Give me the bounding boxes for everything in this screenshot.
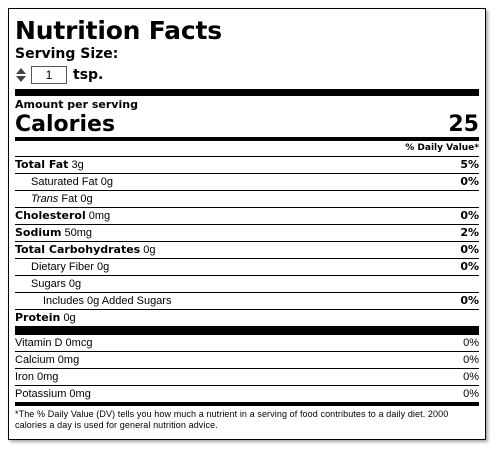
- nutrient-amount: 0g: [97, 261, 110, 273]
- nutrient-dv: 2%: [460, 226, 479, 239]
- daily-value-footnote: *The % Daily Value (DV) tells you how mu…: [15, 409, 449, 430]
- nutrient-amount: 0g: [68, 278, 82, 290]
- serving-quantity-row: tsp.: [15, 64, 479, 86]
- vitamin-row-potassium: Potassium 0mg 0%: [15, 385, 479, 402]
- nutrient-amount: 0g: [63, 312, 76, 324]
- vitamin-row-iron: Iron 0mg 0%: [15, 368, 479, 385]
- nutrient-row-sugars: Sugars 0g: [15, 275, 479, 292]
- nutrient-row-added-sugars: Includes 0g Added Sugars 0%: [15, 292, 479, 309]
- nutrient-name-suffix: Added Sugars: [101, 295, 172, 307]
- daily-value-header: % Daily Value*: [405, 143, 479, 153]
- nutrient-row-total-carbohydrates: Total Carbohydrates 0g 0%: [15, 241, 479, 258]
- nutrient-name: Sodium: [15, 226, 62, 239]
- nutrient-row-dietary-fiber: Dietary Fiber 0g 0%: [15, 258, 479, 275]
- vitamin-name: Iron: [15, 371, 34, 383]
- calories-value: 25: [448, 112, 479, 137]
- nutrient-row-trans-fat: Trans Fat 0g: [15, 190, 479, 207]
- nutrition-facts-title: Nutrition Facts: [15, 16, 222, 45]
- divider-thick: [15, 89, 479, 96]
- nutrient-amount: 3g: [71, 159, 84, 171]
- nutrient-amount: 0g: [143, 244, 156, 256]
- nutrient-name: Total Carbohydrates: [15, 243, 141, 256]
- serving-unit-label: tsp.: [73, 67, 104, 83]
- vitamin-dv: 0%: [463, 371, 479, 383]
- divider-heavy: [15, 326, 479, 335]
- calories-label: Calories: [15, 112, 116, 137]
- vitamin-row-calcium: Calcium 0mg 0%: [15, 351, 479, 368]
- vitamin-amount: 0mcg: [65, 337, 93, 349]
- nutrient-row-protein: Protein 0g: [15, 309, 479, 326]
- nutrient-name: Saturated Fat: [31, 176, 98, 188]
- vitamin-amount: 0mg: [57, 354, 80, 366]
- nutrient-row-sodium: Sodium 50mg 2%: [15, 224, 479, 241]
- nutrient-amount: 0mg: [88, 210, 111, 222]
- serving-quantity-input[interactable]: [31, 66, 67, 84]
- nutrient-name: Cholesterol: [15, 209, 86, 222]
- vitamin-dv: 0%: [463, 354, 479, 366]
- nutrient-dv: 0%: [460, 243, 479, 256]
- vitamin-name: Vitamin D: [15, 337, 63, 349]
- nutrient-dv: 0%: [460, 209, 479, 222]
- vitamin-dv: 0%: [463, 388, 479, 400]
- calories-row: Calories 25: [15, 111, 479, 137]
- nutrient-name: Dietary Fiber: [31, 261, 94, 273]
- serving-size-label: Serving Size:: [15, 46, 119, 62]
- nutrient-row-total-fat: Total Fat 3g 5%: [15, 156, 479, 173]
- vitamin-name: Calcium: [15, 354, 55, 366]
- vitamin-row-vitamin-d: Vitamin D 0mcg 0%: [15, 335, 479, 351]
- vitamin-amount: 0mg: [37, 371, 59, 383]
- nutrient-name: Sugars: [31, 278, 66, 290]
- nutrient-dv: 0%: [460, 294, 479, 307]
- nutrient-row-saturated-fat: Saturated Fat 0g 0%: [15, 173, 479, 190]
- nutrient-dv: 5%: [460, 158, 479, 171]
- nutrient-name: Includes: [43, 295, 84, 307]
- nutrient-dv: 0%: [460, 175, 479, 188]
- nutrient-amount: 0g: [100, 176, 113, 188]
- vitamin-amount: 0mg: [69, 388, 91, 400]
- divider-medium-bottom: [15, 402, 479, 406]
- amount-per-serving-label: Amount per serving: [15, 98, 138, 111]
- up-down-stepper-icon[interactable]: [15, 67, 27, 83]
- divider-medium: [15, 137, 479, 141]
- nutrient-dv: 0%: [460, 260, 479, 273]
- nutrient-name: Trans: [31, 193, 59, 205]
- nutrient-name-suffix: Fat: [61, 193, 78, 205]
- nutrient-name: Total Fat: [15, 158, 69, 171]
- nutrient-amount: 0g: [80, 193, 93, 205]
- vitamin-dv: 0%: [463, 337, 479, 349]
- nutrition-facts-panel: Nutrition Facts Serving Size: tsp. Amoun…: [8, 8, 486, 440]
- nutrient-row-cholesterol: Cholesterol 0mg 0%: [15, 207, 479, 224]
- nutrient-name: Protein: [15, 311, 61, 324]
- vitamin-name: Potassium: [15, 388, 67, 400]
- nutrient-amount: 0g: [87, 295, 100, 307]
- nutrient-amount: 50mg: [64, 227, 93, 239]
